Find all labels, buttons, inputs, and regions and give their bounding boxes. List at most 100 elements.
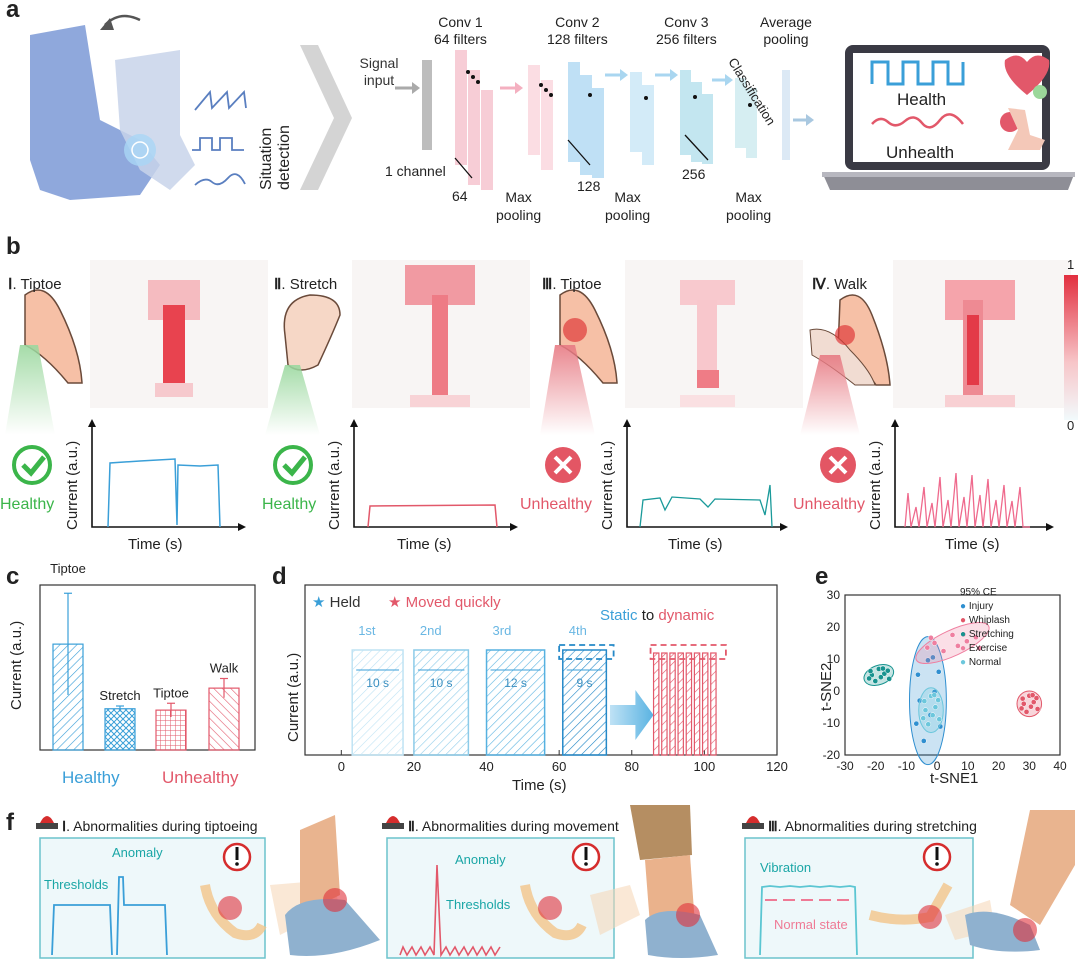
trace-2 (367, 504, 498, 528)
ylabel-4: Current (a.u.) (867, 440, 884, 530)
maxpool2-stack (630, 72, 654, 165)
alarm-icon-2 (382, 816, 404, 829)
tsne-legend-stretching: ● Stretching (960, 629, 1014, 640)
tsne-point-1-5 (1023, 709, 1030, 715)
dynamic-peak-5 (693, 652, 701, 756)
tsne-point-3-9 (960, 631, 967, 638)
tsne-legend-injury: ● Injury (960, 601, 994, 612)
tsne-xtick-40: 40 (1053, 759, 1067, 773)
tsne-point-3-2 (949, 632, 956, 638)
tsne-point-4-8 (921, 698, 928, 704)
xtick-label-60: 60 (552, 759, 566, 774)
duration-label-2: 12 s (504, 676, 527, 690)
tsne-point-2-9 (880, 665, 886, 672)
ankle-skeleton-icon-1 (200, 884, 267, 941)
anomaly-label-1: Anomaly (112, 845, 163, 860)
panel-a (30, 14, 1075, 200)
tsne-legend-whiplash: ● Whiplash (960, 615, 1010, 626)
tsne-point-0-5 (920, 738, 927, 744)
tsne-point-0-9 (930, 654, 936, 661)
tsne-point-1-3 (1018, 705, 1025, 712)
normal-state-label-3: Normal state (774, 917, 848, 932)
trace-axes (91, 425, 1048, 528)
maxpool-label-1: Max pooling (496, 189, 542, 223)
bar-3 (208, 687, 240, 751)
alarm-icon-3 (742, 816, 764, 829)
panel-label-f: f (6, 809, 14, 836)
tsne-point-4-9 (931, 692, 938, 698)
segment-order-label-1: 2nd (420, 623, 442, 638)
tsne-point-3-5 (940, 648, 947, 654)
maxpool3-stack (735, 78, 757, 158)
xlabel-4: Time (s) (945, 536, 1000, 553)
tsne-point-4-6 (929, 712, 936, 719)
colorbar-max-label: 1 (1067, 257, 1075, 272)
bar-label-2: Tiptoe (153, 685, 189, 700)
health-label: Health (897, 90, 947, 109)
case-title-1: Ⅰ. Tiptoe (8, 276, 62, 293)
panel-label-d: d (272, 563, 287, 590)
conv1-stack (455, 50, 493, 190)
transition-arrow-icon (609, 690, 654, 740)
warning-icon-2 (571, 842, 601, 872)
warning-icon-3 (922, 842, 952, 872)
held-segment-2 (485, 649, 546, 756)
sock-foot-illustration (30, 14, 195, 200)
tsne-xtick-10: 10 (961, 759, 975, 773)
check-circle-icon-2 (273, 445, 313, 485)
colorbar-min-label: 0 (1067, 418, 1075, 433)
panel-label-b: b (6, 233, 21, 260)
tsne-point-2-4 (884, 667, 891, 674)
warning-icon-1 (222, 842, 252, 872)
foot-icon-1 (5, 289, 83, 435)
tsne-legend-normal: ● Normal (960, 657, 1002, 668)
maxpool-label-3: Max pooling (726, 189, 772, 223)
alert-title-1: Ⅰ. Abnormalities during tiptoeing (62, 818, 258, 834)
ankle-skeleton-icon-2 (520, 884, 587, 941)
situation-detection-label: Situation detection (258, 125, 293, 190)
tsne-point-0-3 (913, 720, 920, 727)
heatmap-2-shape (405, 265, 475, 407)
tsne-ytick-30: 30 (827, 588, 841, 602)
dim-256-label: 256 (682, 166, 706, 182)
tsne-xtick-0: 0 (934, 759, 941, 773)
tsne-point-4-7 (936, 716, 943, 723)
trace-4 (904, 472, 1030, 528)
dynamic-peak-2 (669, 652, 676, 756)
tsne-point-0-8 (915, 671, 921, 678)
maxpool1-stack (528, 65, 553, 170)
alert-trace-1 (51, 876, 168, 956)
tsne-point-1-9 (1029, 692, 1036, 699)
xlabel-2: Time (s) (397, 536, 452, 553)
confidence-ellipse-2 (863, 664, 895, 686)
avg-pooling-label: Average pooling (760, 14, 812, 47)
heatmap-3-shape (680, 280, 735, 407)
one-channel-label: 1 channel (385, 163, 446, 179)
flow-chevron-icon (300, 45, 352, 190)
signal-input-label: Signal input (359, 55, 399, 88)
heatmap-1-shape (148, 280, 200, 397)
current-time-xlabel: Time (s) (512, 777, 567, 794)
xlabel-3: Time (s) (668, 536, 723, 553)
tsne-xtick--30: -30 (836, 759, 854, 773)
xtick-label-40: 40 (479, 759, 493, 774)
tsne-frame (844, 594, 1061, 756)
bar-chart-frame (39, 584, 256, 751)
xtick-label-120: 120 (766, 759, 788, 774)
dim-64-label: 64 (452, 188, 468, 204)
xtick-label-20: 20 (407, 759, 421, 774)
trace-1 (107, 458, 221, 528)
panel-b (5, 260, 1078, 531)
bar-chart: Tiptoe Stretch Tiptoe Walk (39, 561, 256, 751)
tsne-point-4-0 (922, 707, 929, 714)
tsne-point-2-7 (886, 676, 893, 682)
cross-circle-icon-4 (820, 447, 856, 483)
status-label-1: Healthy (0, 496, 55, 513)
tsne-xtick--10: -10 (898, 759, 916, 773)
ylabel-1: Current (a.u.) (64, 440, 81, 530)
bar-1 (104, 708, 136, 751)
status-label-3: Unhealthy (520, 496, 593, 513)
alert-trace-3 (759, 885, 858, 956)
segment-order-label-3: 4th (569, 623, 587, 638)
signal-waveforms-icon (192, 89, 247, 186)
